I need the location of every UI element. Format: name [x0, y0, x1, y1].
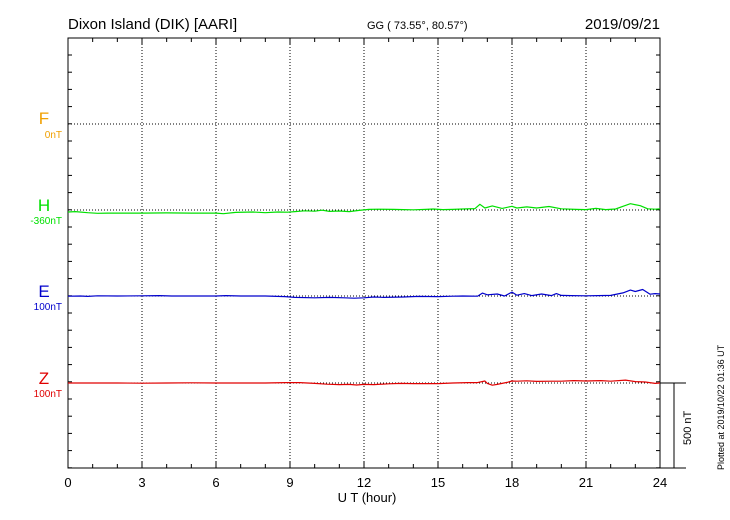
x-tick-label: 0	[64, 475, 71, 490]
channel-name-f: F	[39, 109, 49, 128]
x-axis-label: U T (hour)	[338, 490, 397, 505]
scale-bar-label: 500 nT	[682, 410, 694, 445]
channel-baseline-h: -360nT	[30, 216, 62, 227]
date-label: 2019/09/21	[585, 16, 660, 33]
channel-name-e: E	[38, 282, 49, 301]
x-tick-label: 15	[431, 475, 445, 490]
x-tick-label: 24	[653, 475, 667, 490]
x-tick-label: 18	[505, 475, 519, 490]
channel-name-z: Z	[39, 369, 49, 388]
plotted-timestamp: Plotted at 2019/10/22 01:36 UT	[716, 344, 726, 470]
channel-baseline-f: 0nT	[45, 130, 62, 141]
channel-name-h: H	[38, 196, 50, 215]
x-tick-label: 21	[579, 475, 593, 490]
scale-bar: 500 nT	[660, 382, 694, 469]
grid-lines	[68, 38, 660, 468]
station-title: Dixon Island (DIK) [AARI]	[68, 16, 237, 33]
channel-baseline-z: 100nT	[34, 389, 62, 400]
trace-z	[68, 379, 661, 386]
trace-h	[67, 203, 661, 215]
axis-ticks	[67, 38, 661, 469]
trace-e	[67, 288, 661, 299]
x-tick-label: 9	[286, 475, 293, 490]
plot-frame	[67, 37, 661, 469]
x-tick-label: 3	[138, 475, 145, 490]
coordinates-label: GG ( 73.55°, 80.57°)	[367, 20, 468, 32]
data-traces	[67, 203, 661, 386]
x-tick-labels: 0 3 6 9 12 15 18 21 24	[64, 475, 667, 490]
channel-baseline-e: 100nT	[34, 302, 62, 313]
x-tick-label: 6	[212, 475, 219, 490]
x-tick-label: 12	[357, 475, 371, 490]
